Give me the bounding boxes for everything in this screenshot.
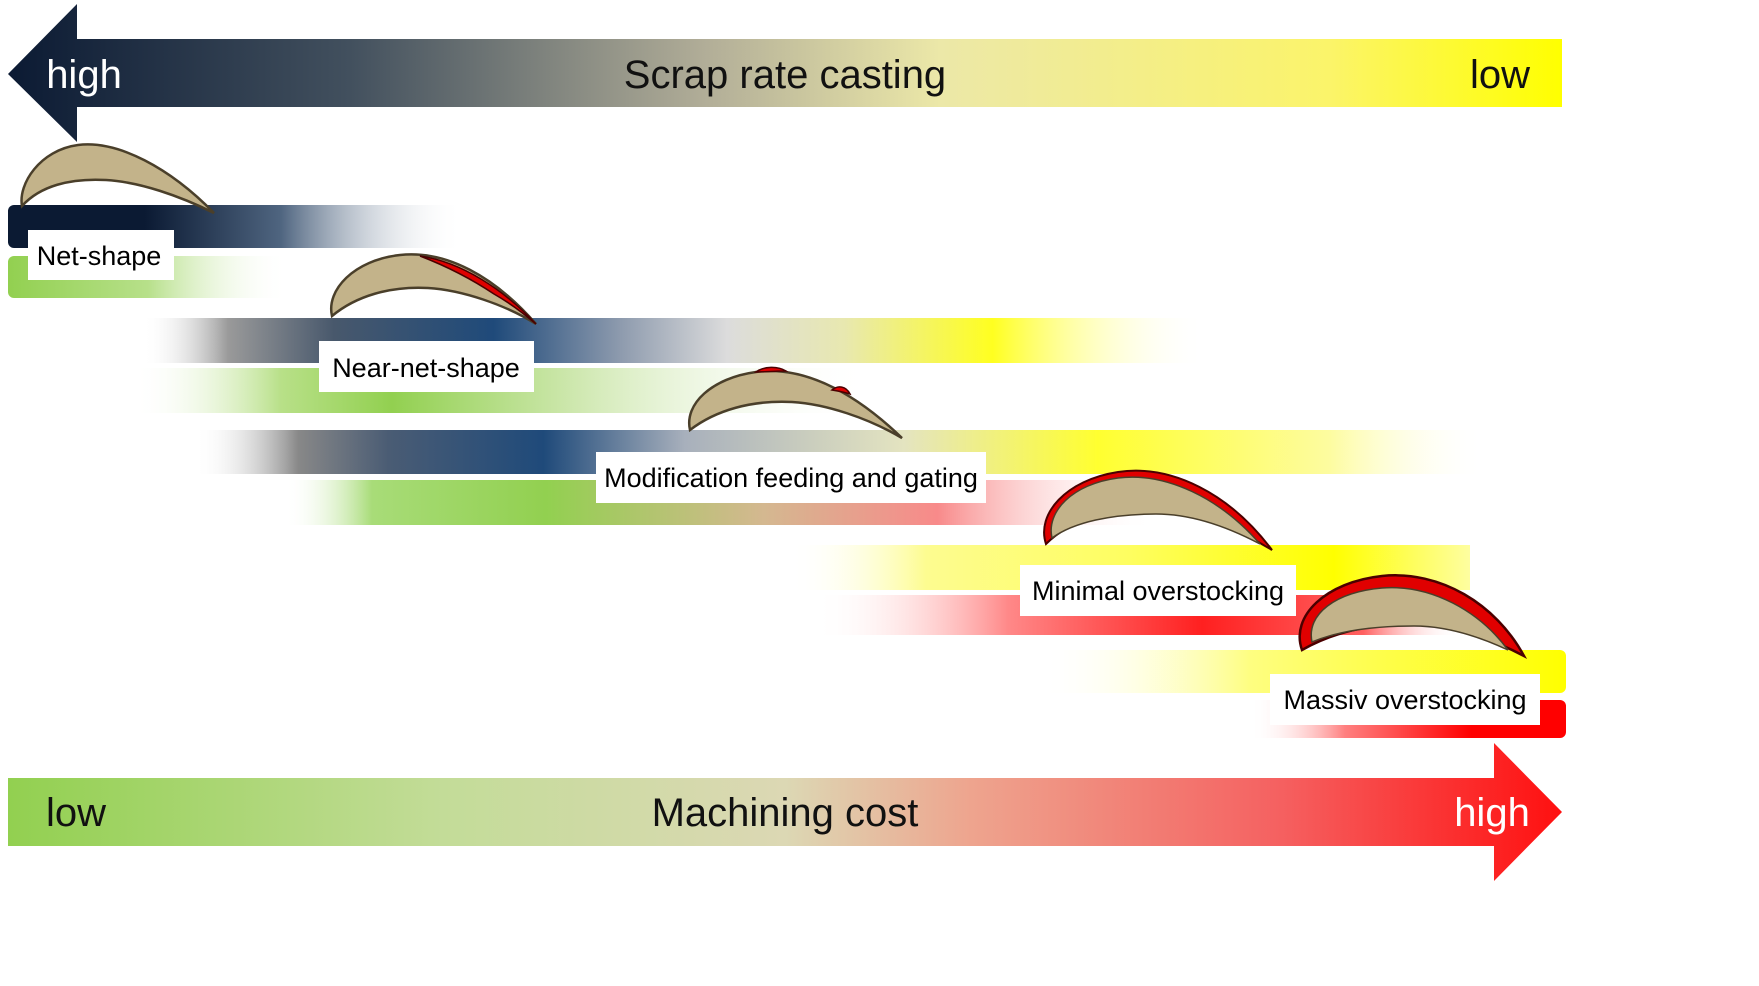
- machining-cost-low-label: low: [46, 791, 106, 835]
- scrap-rate-low-label: low: [1470, 53, 1530, 97]
- scrap-rate-title: Scrap rate casting: [624, 53, 946, 97]
- stage-label-box: [28, 230, 174, 280]
- stage-label: Modification feeding and gating: [604, 463, 978, 493]
- scrap-rate-high-label: high: [46, 53, 122, 97]
- stage-net-shape: Net-shape: [8, 143, 463, 298]
- stage-label: Minimal overstocking: [1032, 576, 1284, 606]
- blade-icon: [20, 143, 215, 215]
- blade-icon: [687, 366, 903, 440]
- stage-modification-feeding-gating: Modification feeding and gating: [195, 366, 1485, 525]
- stage-massiv-overstocking: Massiv overstocking: [1040, 574, 1566, 738]
- stage-label: Net-shape: [37, 241, 162, 271]
- blade-icon: [329, 253, 537, 326]
- stage-label-box: [319, 341, 534, 392]
- blade-icon: [1298, 574, 1528, 660]
- stage-label-box: [596, 452, 986, 503]
- stage-label: Near-net-shape: [332, 353, 520, 383]
- machining-cost-title: Machining cost: [652, 791, 919, 835]
- machining-cost-arrow: [8, 743, 1562, 881]
- machining-cost-high-label: high: [1454, 791, 1530, 835]
- scrap-bar: [143, 318, 1205, 363]
- scrap-rate-arrow: [8, 4, 1562, 142]
- stage-label-box: [1020, 565, 1296, 616]
- stage-label: Massiv overstocking: [1283, 685, 1526, 715]
- stage-near-net-shape: Near-net-shape: [133, 253, 1205, 413]
- blade-icon: [1043, 469, 1273, 551]
- stage-label-box: [1270, 674, 1540, 725]
